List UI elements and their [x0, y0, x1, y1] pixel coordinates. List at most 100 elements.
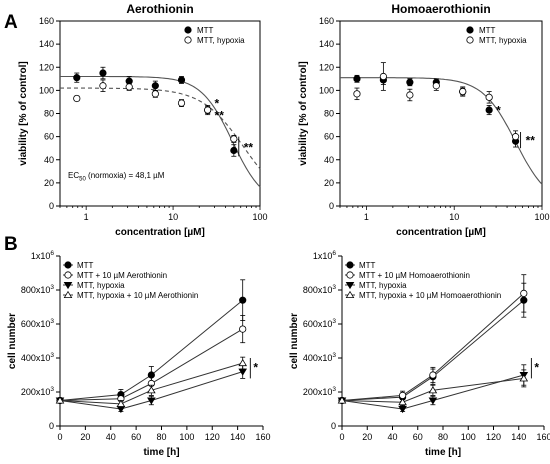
series-line — [341, 374, 524, 410]
y-tick-label: 400x103 — [21, 352, 55, 363]
x-tick-label: 10 — [168, 212, 178, 222]
series-1 — [73, 66, 238, 157]
data-point — [398, 391, 407, 399]
y-tick-mantissa: 400x10 — [303, 353, 333, 363]
data-point — [398, 405, 407, 414]
plot-frame — [339, 20, 543, 207]
x-tick-label: 20 — [80, 432, 90, 442]
y-tick-label: 600x103 — [303, 318, 337, 329]
x-tick-label: 120 — [486, 432, 501, 442]
legend-label: MTT — [77, 261, 94, 270]
data-point — [519, 374, 529, 382]
data-point — [204, 106, 212, 114]
series-line — [59, 362, 243, 405]
legend-label: MTT + 10 µM Aerothionin — [77, 271, 167, 280]
x-tick-label: 140 — [230, 432, 245, 442]
x-tick-label: 60 — [131, 432, 141, 442]
data-point — [406, 91, 414, 99]
y-tick-exponent: 3 — [332, 284, 336, 291]
series-2 — [73, 79, 238, 143]
y-axis-label: viability [% of control] — [298, 61, 309, 165]
significance-marker: ** — [215, 108, 225, 122]
x-tick-label: 120 — [205, 432, 220, 442]
legend-marker — [184, 36, 192, 44]
y-tick-exponent: 3 — [50, 386, 54, 393]
significance-marker: * — [534, 361, 539, 375]
data-point — [238, 358, 248, 367]
y-axis-label: cell number — [289, 313, 300, 369]
y-tick-exponent: 6 — [50, 250, 54, 257]
x-axis-label: concentration [µM] — [396, 227, 486, 238]
legend-marker — [64, 271, 72, 279]
y-tick-label: 20 — [44, 178, 54, 188]
series-4 — [55, 356, 248, 408]
significance-marker: * — [496, 104, 501, 118]
x-tick-label: 40 — [387, 432, 397, 442]
chart-title: Aerothionin — [126, 2, 193, 16]
series-line — [341, 299, 525, 401]
data-point — [99, 82, 107, 90]
series-line — [59, 371, 243, 410]
y-tick-exponent: 3 — [332, 318, 336, 325]
x-tick-label: 100 — [461, 432, 476, 442]
y-tick-label: 140 — [39, 39, 54, 49]
series-line — [59, 328, 243, 401]
y-tick-exponent: 6 — [332, 250, 336, 257]
data-point — [99, 69, 107, 77]
y-tick-mantissa: 800x10 — [303, 285, 333, 295]
ec50-annotation: EC50 (normoxia) = 48,1 µM — [68, 171, 165, 183]
panel-label-a: A — [4, 12, 18, 33]
x-tick-label: 160 — [255, 432, 270, 442]
legend-marker — [466, 36, 474, 44]
ec50-prefix: EC — [68, 171, 79, 180]
series-4 — [337, 369, 529, 407]
y-tick-label: 200x103 — [21, 386, 55, 397]
x-tick-label: 0 — [57, 432, 62, 442]
y-tick-label: 0 — [49, 201, 54, 211]
chart-title: Homoaerothionin — [391, 2, 490, 16]
ec50-subscript: 50 — [79, 177, 86, 183]
y-tick-mantissa: 200x10 — [21, 387, 51, 397]
y-tick-label: 100 — [39, 85, 54, 95]
data-point — [151, 82, 159, 90]
legend-marker — [184, 26, 192, 34]
legend-label: MTT, hypoxia — [197, 36, 245, 45]
data-point — [147, 386, 156, 394]
y-tick-label: 1x106 — [31, 250, 55, 261]
x-tick-label: 40 — [106, 432, 116, 442]
data-point — [428, 397, 438, 405]
y-tick-exponent: 3 — [50, 284, 54, 291]
y-tick-label: 60 — [44, 132, 54, 142]
legend-label: MTT, hypoxia — [77, 281, 125, 290]
data-point — [73, 94, 81, 103]
y-tick-label: 160 — [319, 16, 334, 26]
y-tick-label: 40 — [44, 155, 54, 165]
y-tick-exponent: 3 — [50, 318, 54, 325]
fit-curve — [60, 87, 261, 170]
y-tick-label: 0 — [331, 421, 336, 431]
y-tick-exponent: 3 — [50, 352, 54, 359]
x-tick-label: 140 — [511, 432, 526, 442]
series-line — [341, 377, 524, 403]
fit-curve — [60, 75, 261, 188]
legend-label: MTT — [359, 261, 376, 270]
y-tick-mantissa: 0 — [331, 421, 336, 431]
y-tick-label: 200x103 — [303, 386, 337, 397]
y-tick-label: 160 — [39, 16, 54, 26]
legend-marker — [63, 290, 73, 299]
data-point — [73, 74, 81, 82]
series-2 — [353, 62, 520, 143]
legend-label: MTT — [479, 26, 496, 35]
legend-label: MTT, hypoxia + 10 µM Aerothionin — [77, 291, 198, 300]
legend-marker — [466, 26, 474, 34]
significance-marker: * — [253, 361, 258, 375]
x-tick-label: 100 — [179, 432, 194, 442]
y-tick-label: 400x103 — [303, 352, 337, 363]
legend-label: MTT, hypoxia — [359, 281, 407, 290]
chart-1: Aerothionin 0 20 40 60 80 100 120 140 160 1 10 100 co… — [18, 2, 268, 238]
